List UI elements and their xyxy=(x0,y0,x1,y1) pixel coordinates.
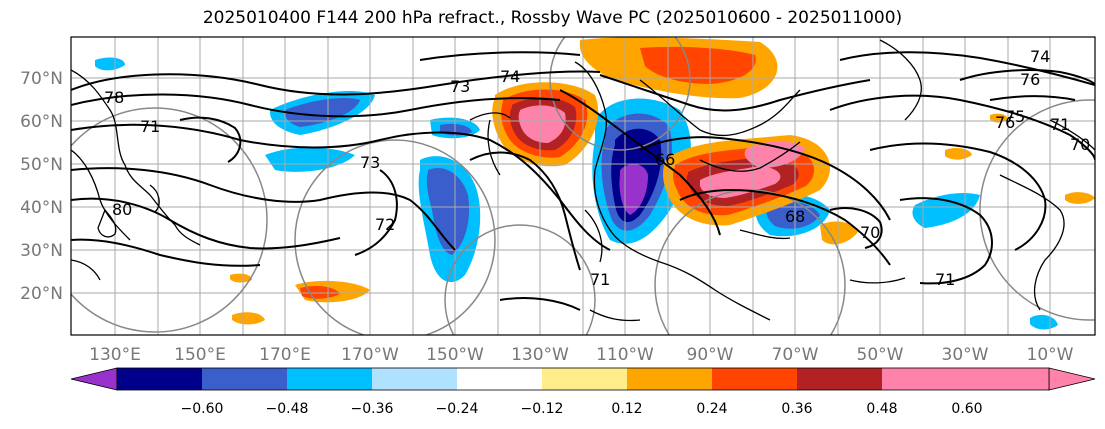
contour-label: 71 xyxy=(590,270,610,289)
colorbar-segment xyxy=(372,368,457,390)
colorbar-segment xyxy=(712,368,797,390)
colorbar-tick-label: 0.48 xyxy=(866,401,897,417)
geopotential-contours xyxy=(71,51,1095,311)
lon-label: 110°W xyxy=(596,345,654,365)
contour-label: 72 xyxy=(375,215,395,234)
lat-label: 40°N xyxy=(20,198,63,218)
contour-labels: 78 71 73 74 80 76 72 73 71 70 71 74 76 7… xyxy=(104,47,1090,289)
lon-label: 130°E xyxy=(89,345,141,365)
contour-label: 74 xyxy=(500,67,520,86)
lon-label: 90°W xyxy=(687,345,734,365)
lat-label: 60°N xyxy=(20,112,63,132)
contour-label: 76 xyxy=(995,113,1015,132)
lat-label: 70°N xyxy=(20,69,63,89)
colorbar-extend-min xyxy=(70,367,118,391)
lon-label: 150°W xyxy=(426,345,484,365)
colorbar-segment xyxy=(117,368,202,390)
coastlines xyxy=(71,39,1095,322)
contour-label: 73 xyxy=(450,77,470,96)
contour-label: 74 xyxy=(1030,47,1050,66)
contour-label: 68 xyxy=(785,207,805,226)
lon-label: 50°W xyxy=(857,345,904,365)
contour-label: 70 xyxy=(860,223,880,242)
contour-label: 80 xyxy=(112,200,132,219)
map-title: 2025010400 F144 200 hPa refract., Rossby… xyxy=(202,8,903,28)
latitude-labels: 70°N 60°N 50°N 40°N 30°N 20°N xyxy=(20,69,63,304)
lon-label: 170°W xyxy=(341,345,399,365)
colorbar-tick-label: −0.60 xyxy=(181,401,224,417)
colorbar-segment xyxy=(457,368,542,390)
colorbar-segment xyxy=(202,368,287,390)
contour-label: 66 xyxy=(655,150,675,169)
contour-label: 71 xyxy=(935,270,955,289)
colorbar-segment xyxy=(287,368,372,390)
colorbar-tick-label: −0.24 xyxy=(436,401,479,417)
colorbar-outline xyxy=(116,367,1050,391)
contour-label: 71 xyxy=(140,117,160,136)
lon-label: 70°W xyxy=(772,345,819,365)
colorbar-segment xyxy=(967,368,1049,390)
lat-label: 30°N xyxy=(20,241,63,261)
colorbar-tick-label: 0.60 xyxy=(951,401,982,417)
lon-label: 130°W xyxy=(511,345,569,365)
colorbar-tick-label: 0.24 xyxy=(696,401,727,417)
colorbar-tick-label: −0.12 xyxy=(521,401,564,417)
colorbar-extend-max xyxy=(1048,367,1096,391)
colorbar-tick-label: −0.36 xyxy=(351,401,394,417)
colorbar-tick-label: 0.12 xyxy=(611,401,642,417)
colorbar-segment xyxy=(627,368,712,390)
grey-circle-contours xyxy=(71,37,1095,335)
lat-label: 20°N xyxy=(20,284,63,304)
colorbar-segment xyxy=(542,368,627,390)
colorbar-segment xyxy=(882,368,967,390)
contour-label: 78 xyxy=(104,88,124,107)
lon-label: 150°E xyxy=(174,345,226,365)
longitude-labels: 130°E 150°E 170°E 170°W 150°W 130°W 110°… xyxy=(89,345,1074,365)
lon-label: 170°E xyxy=(259,345,311,365)
contour-label: 70 xyxy=(1070,135,1090,154)
colorbar-segment xyxy=(797,368,882,390)
positive-anomaly-shading xyxy=(230,37,1095,325)
colorbar: −0.60 −0.48 −0.36 −0.24 −0.12 0.12 0.24 … xyxy=(70,367,1096,417)
contour-label: 76 xyxy=(1020,70,1040,89)
contour-label: 75 xyxy=(1005,107,1025,126)
lon-label: 10°W xyxy=(1027,345,1074,365)
lon-label: 30°W xyxy=(942,345,989,365)
lat-label: 50°N xyxy=(20,155,63,175)
map-border xyxy=(70,36,1096,336)
colorbar-tick-label: 0.36 xyxy=(781,401,812,417)
contour-label: 73 xyxy=(360,153,380,172)
contour-label: 71 xyxy=(1050,115,1070,134)
colorbar-tick-label: −0.48 xyxy=(266,401,309,417)
